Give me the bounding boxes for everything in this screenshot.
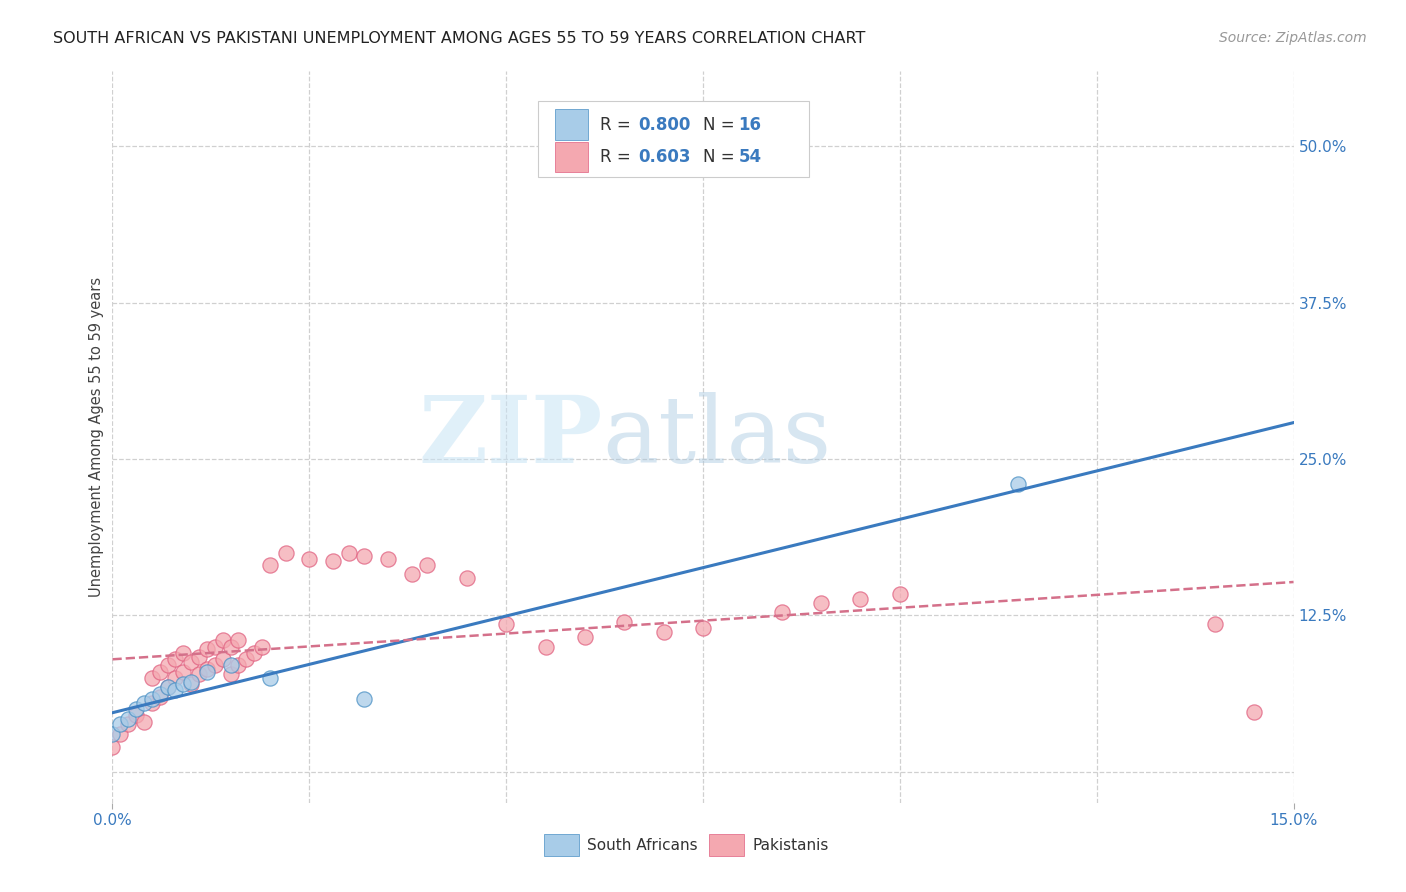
Point: [172, 665, 194, 679]
Point: [211, 652, 233, 666]
Text: 16: 16: [738, 116, 762, 134]
Point: [1243, 705, 1265, 719]
Point: [141, 671, 163, 685]
Point: [337, 546, 360, 560]
Point: [188, 649, 211, 664]
Text: R =: R =: [600, 116, 637, 134]
Point: [125, 702, 148, 716]
Text: N =: N =: [703, 148, 740, 166]
Text: Pakistanis: Pakistanis: [752, 838, 830, 853]
Point: [377, 552, 399, 566]
Point: [495, 617, 517, 632]
Point: [613, 615, 636, 629]
Point: [149, 665, 172, 679]
Point: [117, 712, 139, 726]
Point: [259, 671, 281, 685]
Point: [132, 696, 155, 710]
Point: [156, 680, 179, 694]
Text: Source: ZipAtlas.com: Source: ZipAtlas.com: [1219, 31, 1367, 45]
Point: [219, 667, 242, 681]
Point: [810, 596, 832, 610]
Text: South Africans: South Africans: [588, 838, 697, 853]
Text: atlas: atlas: [603, 392, 832, 482]
Text: SOUTH AFRICAN VS PAKISTANI UNEMPLOYMENT AMONG AGES 55 TO 59 YEARS CORRELATION CH: SOUTH AFRICAN VS PAKISTANI UNEMPLOYMENT …: [53, 31, 866, 46]
Point: [456, 571, 478, 585]
Point: [188, 667, 211, 681]
Point: [259, 558, 281, 573]
Point: [149, 690, 172, 704]
Point: [534, 640, 557, 654]
FancyBboxPatch shape: [555, 110, 589, 140]
Point: [180, 677, 202, 691]
Point: [574, 630, 596, 644]
Point: [219, 640, 242, 654]
Text: 0.603: 0.603: [638, 148, 690, 166]
Point: [110, 727, 132, 741]
Point: [228, 633, 250, 648]
Point: [195, 662, 218, 676]
Point: [117, 717, 139, 731]
Point: [322, 554, 344, 568]
Point: [132, 714, 155, 729]
FancyBboxPatch shape: [555, 142, 589, 172]
Point: [1007, 477, 1029, 491]
Point: [204, 640, 226, 654]
Text: ZIP: ZIP: [419, 392, 603, 482]
Point: [228, 658, 250, 673]
Text: 54: 54: [738, 148, 762, 166]
Point: [353, 549, 375, 564]
Point: [298, 552, 321, 566]
Point: [211, 633, 233, 648]
Point: [101, 727, 124, 741]
Point: [353, 692, 375, 706]
Point: [141, 696, 163, 710]
Point: [889, 587, 911, 601]
Point: [180, 674, 202, 689]
Point: [165, 683, 187, 698]
Point: [110, 717, 132, 731]
Point: [250, 640, 273, 654]
Point: [156, 680, 179, 694]
Point: [692, 621, 714, 635]
Point: [849, 592, 872, 607]
Point: [204, 658, 226, 673]
Point: [274, 546, 297, 560]
Point: [172, 646, 194, 660]
Point: [416, 558, 439, 573]
Point: [770, 605, 793, 619]
Y-axis label: Unemployment Among Ages 55 to 59 years: Unemployment Among Ages 55 to 59 years: [89, 277, 104, 597]
Point: [1204, 617, 1226, 632]
Point: [141, 692, 163, 706]
Text: N =: N =: [703, 116, 740, 134]
Text: R =: R =: [600, 148, 637, 166]
Point: [172, 677, 194, 691]
FancyBboxPatch shape: [709, 834, 744, 856]
FancyBboxPatch shape: [544, 834, 579, 856]
Point: [149, 687, 172, 701]
Point: [652, 624, 675, 639]
Point: [195, 642, 218, 657]
Text: 0.800: 0.800: [638, 116, 690, 134]
Point: [401, 566, 423, 581]
Point: [243, 646, 266, 660]
Point: [195, 665, 218, 679]
Point: [235, 652, 257, 666]
Point: [165, 652, 187, 666]
Point: [101, 739, 124, 754]
Point: [165, 671, 187, 685]
FancyBboxPatch shape: [537, 101, 810, 178]
Point: [180, 655, 202, 669]
Point: [156, 658, 179, 673]
Point: [125, 708, 148, 723]
Point: [219, 658, 242, 673]
